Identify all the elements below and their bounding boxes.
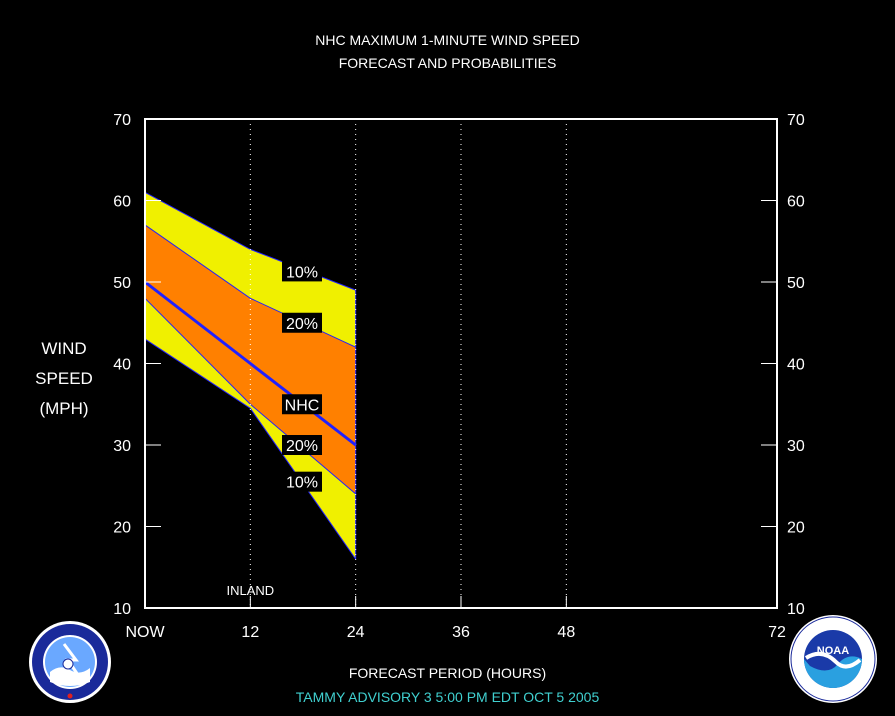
- x-tick-label: 36: [452, 624, 470, 641]
- band-label: 10%: [286, 264, 318, 281]
- y-tick-label-right: 60: [787, 194, 805, 211]
- y-tick-label-right: 50: [787, 275, 805, 292]
- y-tick-label-right: 40: [787, 357, 805, 374]
- x-tick-label: 12: [241, 624, 259, 641]
- advisory-footer: TAMMY ADVISORY 3 5:00 PM EDT OCT 5 2005: [295, 689, 600, 705]
- y-tick-label-right: 70: [787, 112, 805, 129]
- nws-logo-icon: [29, 621, 111, 703]
- band-label: 10%: [286, 475, 318, 492]
- x-tick-label: 72: [768, 624, 786, 641]
- y-axis-label-line1: WIND: [41, 339, 87, 358]
- band-label-box: [282, 261, 322, 282]
- y-tick-label-left: 60: [113, 194, 131, 211]
- noaa-logo-text: NOAA: [817, 645, 849, 657]
- y-tick-label-right: 10: [787, 601, 805, 618]
- y-tick-label-left: 20: [113, 520, 131, 537]
- y-tick-label-right: 30: [787, 438, 805, 455]
- y-axis-label-line3: (MPH): [39, 399, 89, 418]
- band-label: NHC: [285, 397, 320, 414]
- band-label-box: [282, 394, 322, 415]
- chart-title-line2: FORECAST AND PROBABILITIES: [338, 55, 557, 71]
- band-label-box: [282, 471, 322, 492]
- x-tick-label: 24: [347, 624, 365, 641]
- y-tick-label-left: 40: [113, 357, 131, 374]
- nhc-forecast-line: [144, 280, 357, 447]
- band-label: 20%: [286, 438, 318, 455]
- annotation-inland: INLAND: [226, 583, 274, 598]
- y-tick-label-left: 30: [113, 438, 131, 455]
- noaa-logo-icon: NOAA: [789, 615, 877, 703]
- y-tick-label-right: 20: [787, 520, 805, 537]
- y-axis-label-line2: SPEED: [35, 369, 93, 388]
- x-tick-label: NOW: [125, 624, 165, 641]
- y-tick-label-left: 50: [113, 275, 131, 292]
- x-tick-label: 48: [557, 624, 575, 641]
- x-axis-label: FORECAST PERIOD (HOURS): [348, 665, 547, 681]
- band-edge-lo10: [144, 338, 357, 560]
- y-tick-label-left: 70: [113, 112, 131, 129]
- band-label-box: [282, 435, 322, 455]
- band-label-box: [282, 312, 322, 333]
- band-label: 20%: [286, 316, 318, 333]
- y-tick-label-left: 10: [113, 601, 131, 618]
- chart-title-line1: NHC MAXIMUM 1-MINUTE WIND SPEED: [315, 32, 580, 48]
